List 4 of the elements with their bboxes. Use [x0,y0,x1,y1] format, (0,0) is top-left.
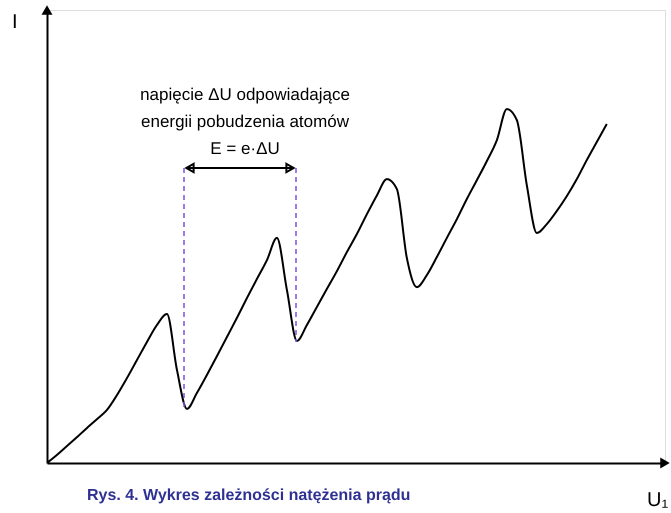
text: Rys. 4. Wykres zależności natężenia prądu [87,487,410,504]
y-axis-title: I [12,11,18,33]
annotation: napięcie ΔU odpowiadające energii pobudzenia atomów E = e·ΔU [140,85,350,158]
x-axis-title: U₁ [647,489,668,511]
